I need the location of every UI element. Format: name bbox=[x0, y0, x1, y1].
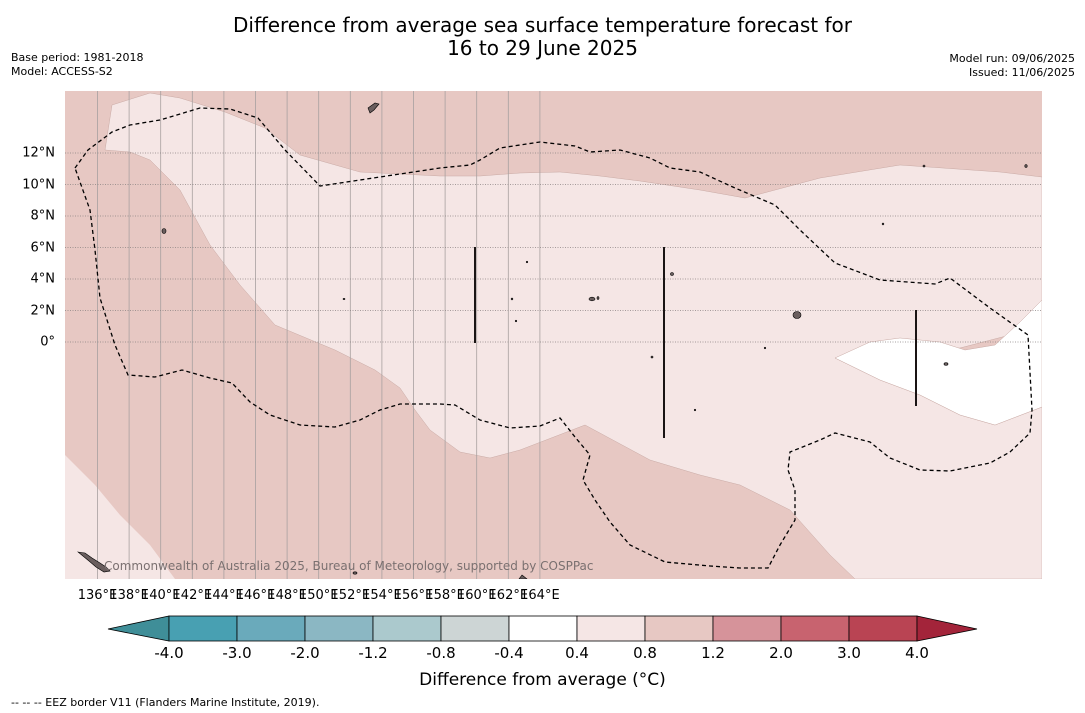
longitude-label: 144°E bbox=[204, 588, 244, 603]
longitude-label: 160°E bbox=[456, 588, 497, 603]
colorbar-tick-label: 4.0 bbox=[905, 644, 929, 662]
colorbar-box bbox=[508, 615, 578, 642]
issued-date: Issued: 11/06/2025 bbox=[968, 66, 1075, 79]
anomaly-neutral-region bbox=[834, 299, 1042, 426]
base-period: Base period: 1981-2018 bbox=[11, 51, 144, 64]
longitude-label: 142°E bbox=[172, 588, 213, 603]
longitude-label: 148°E bbox=[267, 588, 307, 603]
longitude-label: 154°E bbox=[362, 588, 402, 603]
colorbar-box bbox=[712, 615, 782, 642]
islands bbox=[76, 102, 1028, 579]
longitude-label: 152°E bbox=[330, 588, 371, 603]
chart-title: Difference from average sea surface temp… bbox=[0, 14, 1085, 60]
latitude-label: 10°N bbox=[22, 177, 55, 192]
colorbar-tick-label: -4.0 bbox=[154, 644, 184, 662]
colorbar-box bbox=[440, 615, 510, 642]
model-name: Model: ACCESS-S2 bbox=[11, 65, 113, 78]
colorbar-tick-label: 3.0 bbox=[837, 644, 861, 662]
colorbar-tick-label: 1.2 bbox=[701, 644, 725, 662]
anomaly-low-triangle bbox=[65, 455, 175, 579]
latitude-label: 12°N bbox=[22, 145, 55, 161]
longitude-label: 140°E bbox=[140, 588, 181, 603]
colorbar-box bbox=[236, 615, 306, 642]
colorbar-box bbox=[644, 615, 714, 642]
longitude-label: 156°E bbox=[393, 588, 434, 603]
title-line1: Difference from average sea surface temp… bbox=[232, 13, 852, 37]
colorbar-low-arrow bbox=[107, 615, 170, 642]
colorbar-box bbox=[168, 615, 238, 642]
colorbar-tick-label: -3.0 bbox=[222, 644, 252, 662]
longitude-label: 146°E bbox=[235, 588, 276, 603]
meta-right: Model run: 09/06/2025 Issued: 11/06/2025 bbox=[949, 52, 1075, 80]
colorbar bbox=[107, 615, 978, 642]
colorbar-tick-label: -2.0 bbox=[290, 644, 320, 662]
eez-footnote: -- -- -- EEZ border V11 (Flanders Marine… bbox=[11, 696, 320, 709]
colorbar-box bbox=[848, 615, 918, 642]
latitude-label: 6°N bbox=[30, 240, 56, 255]
colorbar-box bbox=[780, 615, 850, 642]
longitude-label: 136°E bbox=[77, 588, 118, 603]
meta-left: Base period: 1981-2018 Model: ACCESS-S2 bbox=[11, 51, 143, 79]
longitude-label: 138°E bbox=[109, 588, 149, 603]
colorbar-tick-label: 0.8 bbox=[633, 644, 657, 662]
map-overlays bbox=[74, 102, 1033, 579]
eez-border bbox=[74, 107, 1033, 569]
colorbar-box bbox=[304, 615, 374, 642]
colorbar-tick-label: -0.4 bbox=[494, 644, 524, 662]
colorbar-title: Difference from average (°C) bbox=[419, 670, 666, 690]
latitude-label: 0° bbox=[40, 334, 55, 350]
longitude-label: 158°E bbox=[425, 588, 465, 603]
colorbar-high-arrow bbox=[916, 615, 978, 642]
colorbar-tick-label: -0.8 bbox=[426, 644, 456, 662]
colorbar-tick-label: 2.0 bbox=[769, 644, 793, 662]
colorbar-box bbox=[576, 615, 646, 642]
gridlines bbox=[65, 91, 1042, 579]
longitude-label: 162°E bbox=[488, 588, 529, 603]
colorbar-box bbox=[372, 615, 442, 642]
colorbar-tick-label: -1.2 bbox=[358, 644, 388, 662]
meridian-markers bbox=[474, 247, 917, 438]
latitude-label: 4°N bbox=[30, 271, 56, 287]
latitude-label: 8°N bbox=[30, 208, 56, 224]
model-run: Model run: 09/06/2025 bbox=[949, 52, 1075, 65]
copyright-notice: Commonwealth of Australia 2025, Bureau o… bbox=[104, 559, 594, 573]
latitude-label: 2°N bbox=[30, 303, 56, 318]
map-area bbox=[65, 91, 1042, 579]
longitude-label: 150°E bbox=[298, 588, 339, 603]
colorbar-tick-label: 0.4 bbox=[565, 644, 589, 662]
longitude-label: 164°E bbox=[520, 588, 560, 603]
title-line2: 16 to 29 June 2025 bbox=[447, 36, 638, 60]
